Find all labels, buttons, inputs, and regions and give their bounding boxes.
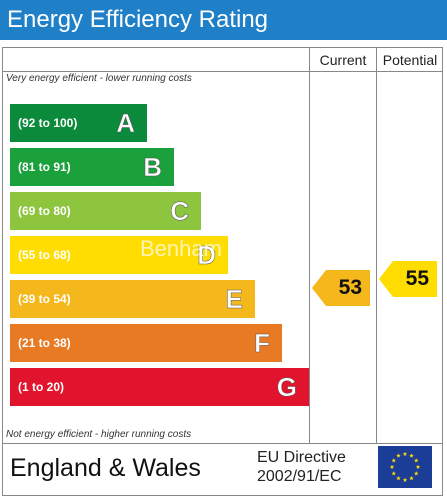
band-range-a: (92 to 100) <box>18 116 78 130</box>
band-range-e: (39 to 54) <box>18 292 71 306</box>
band-c: (69 to 80) C <box>10 192 201 230</box>
band-letter-g: G <box>276 372 298 403</box>
potential-rating-value: 55 <box>405 267 429 290</box>
rating-frame <box>2 47 443 496</box>
flag-star <box>413 471 419 476</box>
band-range-f: (21 to 38) <box>18 336 71 350</box>
flag-star <box>415 464 421 469</box>
flag-star <box>409 475 414 481</box>
band-letter-b: B <box>143 152 162 183</box>
band-letter-a: A <box>116 108 135 139</box>
header-row-divider <box>2 71 443 72</box>
band-d: (55 to 68) D <box>10 236 228 274</box>
flag-star <box>402 477 408 482</box>
flag-star <box>391 471 397 476</box>
band-range-b: (81 to 91) <box>18 160 71 174</box>
band-b: (81 to 91) B <box>10 148 174 186</box>
header-bar: Energy Efficiency Rating <box>0 0 447 40</box>
directive-line-1: EU Directive <box>257 449 346 466</box>
flag-star <box>409 453 414 458</box>
band-letter-f: F <box>254 328 270 359</box>
band-letter-d: D <box>197 240 216 271</box>
band-e: (39 to 54) E <box>10 280 255 318</box>
potential-arrow-shape <box>379 261 437 297</box>
band-range-c: (69 to 80) <box>18 204 71 218</box>
bottom-note: Not energy efficient - higher running co… <box>6 429 192 440</box>
band-range-d: (55 to 68) <box>18 248 71 262</box>
current-rating-arrow: 53 <box>312 270 370 306</box>
watermark: Benham <box>140 236 222 261</box>
eu-flag-icon <box>378 446 432 488</box>
flag-star <box>396 475 401 481</box>
potential-column-header: Potential <box>382 52 438 68</box>
current-rating-value: 53 <box>338 276 362 299</box>
page-title: Energy Efficiency Rating <box>7 6 269 33</box>
potential-rating-arrow: 55 <box>379 261 437 297</box>
flag-star <box>402 451 408 456</box>
flag-star <box>391 458 397 463</box>
flag-star <box>396 453 401 458</box>
band-a: (92 to 100) A <box>10 104 147 142</box>
top-note: Very energy efficient - lower running co… <box>6 73 192 84</box>
footer-row-divider <box>2 443 443 444</box>
band-letter-c: C <box>170 196 189 227</box>
potential-column-divider <box>376 47 377 443</box>
band-g: (1 to 20) G <box>10 368 309 406</box>
flag-star <box>413 458 419 463</box>
current-column-header: Current <box>319 52 367 68</box>
region-label: England & Wales <box>10 454 201 482</box>
band-letter-e: E <box>225 284 243 315</box>
eu-directive: EU Directive 2002/91/EC <box>257 448 346 486</box>
current-column-divider <box>309 47 310 443</box>
flag-star <box>389 464 395 469</box>
current-arrow-shape <box>312 270 370 306</box>
directive-line-2: 2002/91/EC <box>257 468 342 485</box>
band-range-g: (1 to 20) <box>18 380 65 394</box>
band-f: (21 to 38) F <box>10 324 282 362</box>
